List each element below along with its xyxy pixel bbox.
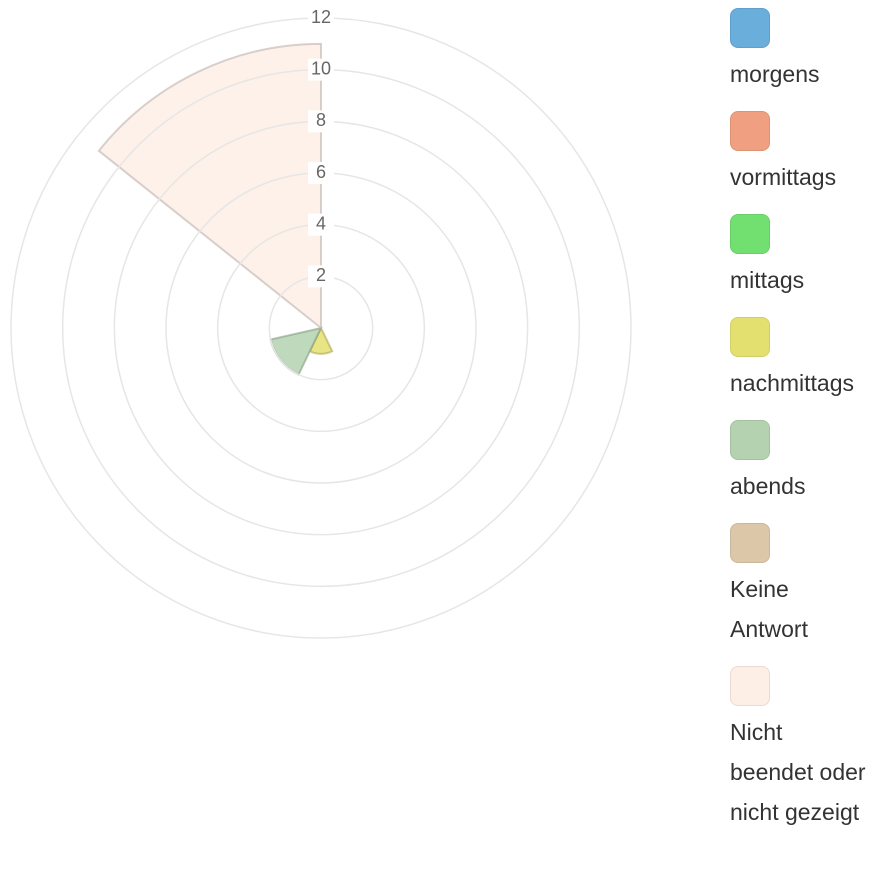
legend: morgens vormittags mittags nachmittags abend… [730, 8, 870, 849]
legend-label: Nicht beendet oder nicht gezeigt [730, 719, 866, 825]
legend-item[interactable]: Nicht beendet oder nicht gezeigt [730, 666, 870, 832]
legend-swatch [730, 420, 770, 460]
legend-item[interactable]: nachmittags [730, 317, 870, 403]
legend-label: nachmittags [730, 370, 855, 396]
tick-backdrop [308, 213, 334, 236]
legend-item[interactable]: mittags [730, 214, 870, 300]
legend-swatch [730, 666, 770, 706]
legend-swatch [730, 214, 770, 254]
legend-swatch [730, 317, 770, 357]
tick-backdrop [308, 58, 334, 81]
legend-item[interactable]: abends [730, 420, 870, 506]
legend-item[interactable]: morgens [730, 8, 870, 94]
r-tick-label: 2 [316, 265, 326, 285]
r-tick-label: 10 [311, 58, 331, 78]
legend-label: morgens [730, 61, 820, 87]
legend-item[interactable]: Keine Antwort [730, 523, 870, 649]
r-tick-label: 12 [311, 7, 331, 27]
legend-label: mittags [730, 267, 805, 293]
tick-backdrop [308, 162, 334, 184]
r-tick-label: 8 [316, 110, 326, 130]
tick-backdrop [308, 110, 334, 133]
chart: 2 4 6 8 10 12 [10, 7, 632, 639]
legend-item[interactable]: vormittags [730, 111, 870, 197]
legend-swatch [730, 523, 770, 563]
tick-backdrop [308, 7, 334, 29]
legend-swatch [730, 8, 770, 48]
r-tick-label: 4 [316, 213, 326, 233]
tick-backdrop [308, 265, 334, 288]
legend-label: vormittags [730, 164, 837, 190]
legend-label: abends [730, 473, 806, 499]
legend-label: Keine Antwort [730, 576, 808, 642]
sector [97, 42, 322, 331]
legend-swatch [730, 111, 770, 151]
r-tick-label: 6 [316, 162, 326, 182]
